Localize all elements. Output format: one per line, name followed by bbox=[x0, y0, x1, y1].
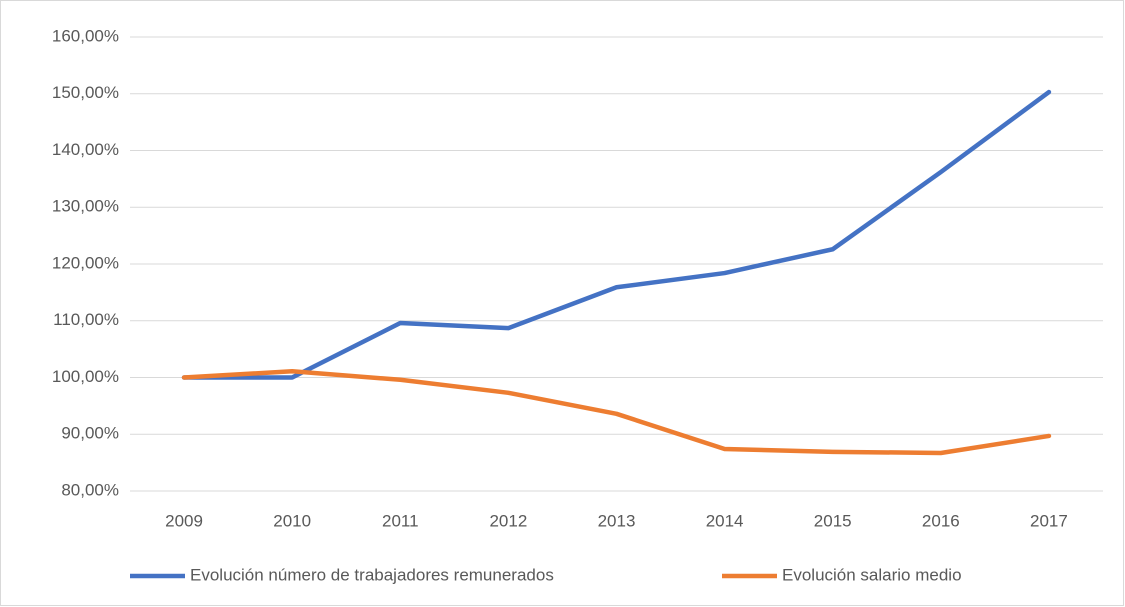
series-line bbox=[181, 89, 1052, 380]
y-tick-label: 160,00% bbox=[52, 26, 119, 45]
y-tick-label: 130,00% bbox=[52, 197, 119, 216]
y-tick-label: 80,00% bbox=[61, 480, 119, 499]
x-tick-label: 2013 bbox=[598, 511, 636, 530]
x-tick-label: 2010 bbox=[273, 511, 311, 530]
y-tick-label: 140,00% bbox=[52, 140, 119, 159]
y-tick-label: 110,00% bbox=[53, 310, 119, 329]
x-tick-label: 2017 bbox=[1030, 511, 1068, 530]
x-tick-label: 2016 bbox=[922, 511, 960, 530]
legend-label: Evolución número de trabajadores remuner… bbox=[190, 565, 554, 584]
x-tick-label: 2009 bbox=[165, 511, 203, 530]
x-tick-label: 2012 bbox=[489, 511, 527, 530]
x-tick-label: 2015 bbox=[814, 511, 852, 530]
y-tick-label: 150,00% bbox=[52, 83, 119, 102]
legend-label: Evolución salario medio bbox=[782, 565, 962, 584]
y-tick-label: 90,00% bbox=[61, 424, 119, 443]
x-tick-label: 2014 bbox=[706, 511, 744, 530]
series-line bbox=[181, 369, 1052, 456]
y-tick-label: 100,00% bbox=[52, 367, 119, 386]
x-tick-label: 2011 bbox=[382, 511, 419, 530]
y-tick-label: 120,00% bbox=[52, 253, 119, 272]
